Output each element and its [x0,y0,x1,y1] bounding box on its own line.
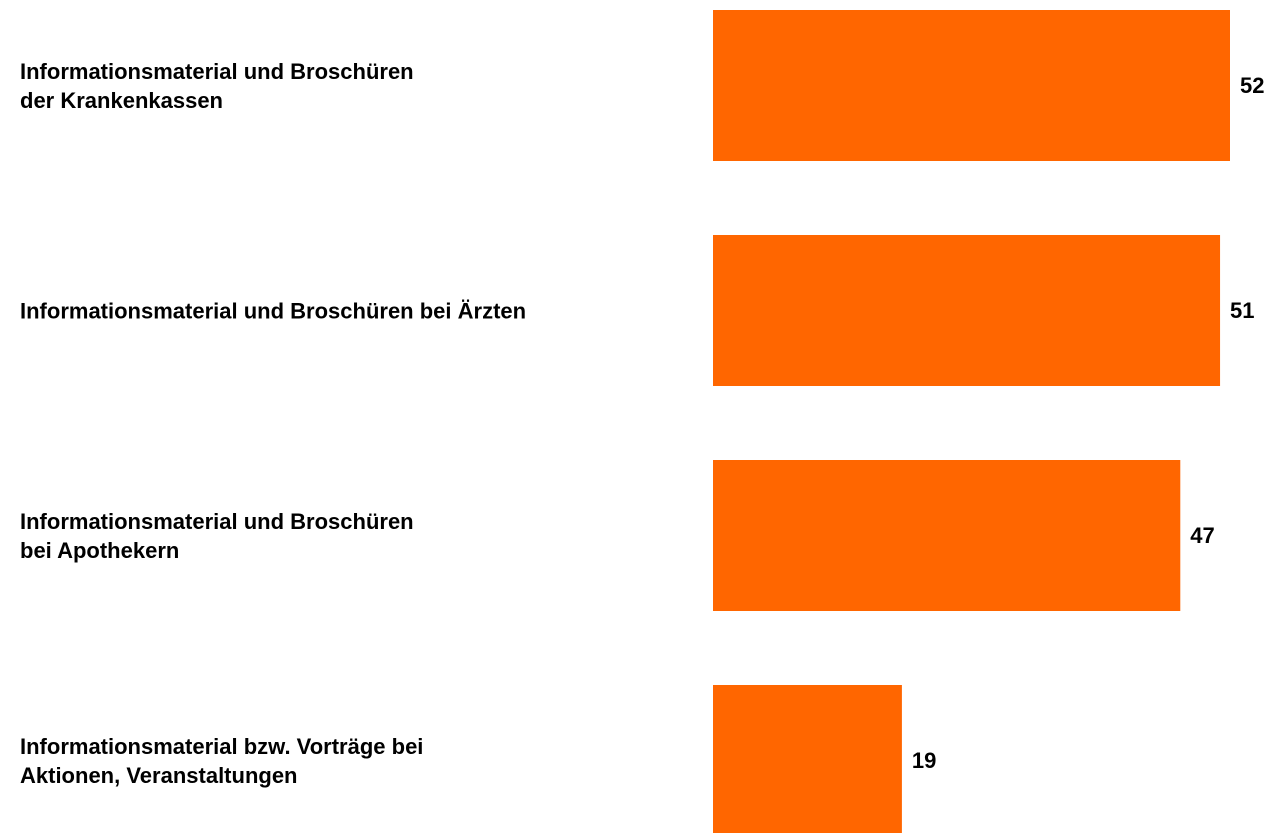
value-label: 52 [1240,72,1265,98]
category-label: Informationsmaterial und Broschüren der … [20,58,414,113]
bar [713,235,1221,386]
bar [713,10,1230,161]
value-label: 51 [1230,297,1255,323]
category-label: Informationsmaterial bzw. Vorträge bei A… [20,733,424,788]
bar [713,460,1181,611]
value-label: 47 [1190,522,1215,548]
bar [713,685,902,833]
category-label: Informationsmaterial und Broschüren bei … [20,298,527,323]
value-label: 19 [911,747,937,773]
category-label: Informationsmaterial und Broschüren bei … [20,508,414,563]
